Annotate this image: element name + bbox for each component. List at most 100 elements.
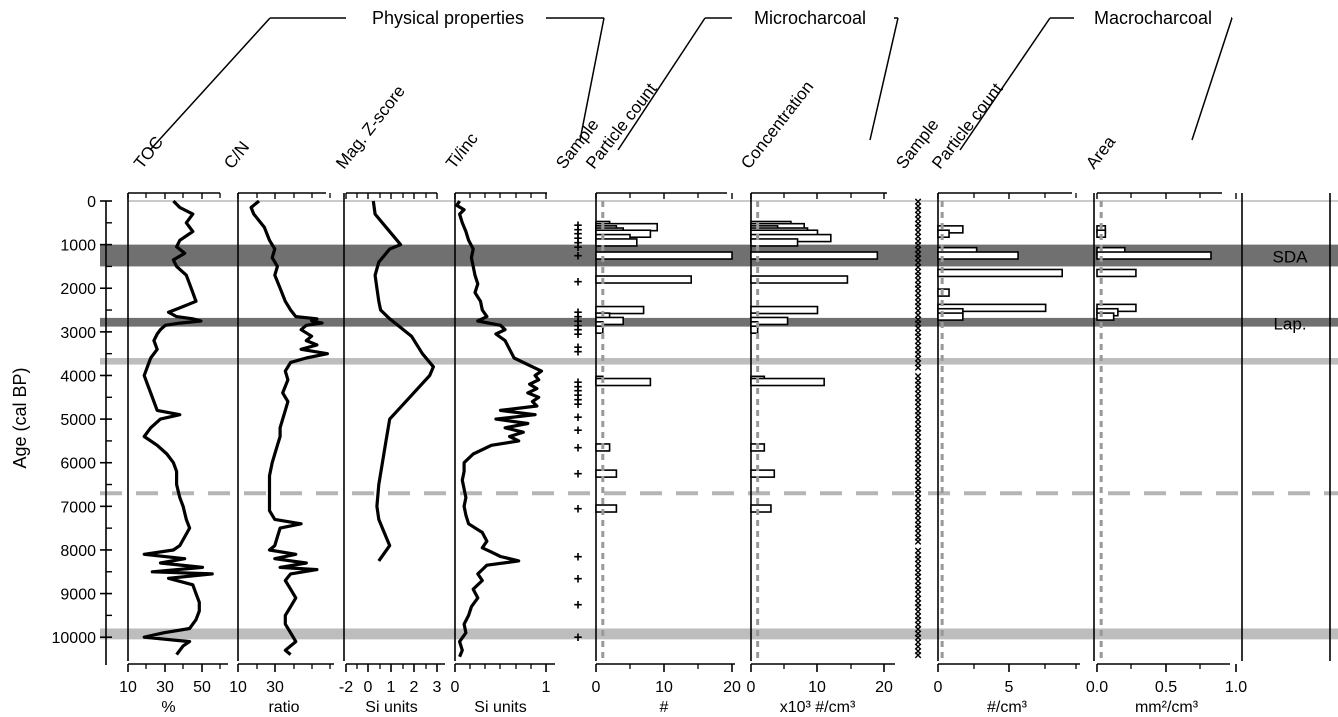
sample-marker: × (914, 587, 922, 602)
sample-marker: × (914, 543, 922, 558)
bar (937, 303, 1047, 313)
panel-cn: 10 30 ratio (229, 192, 334, 716)
bar (750, 238, 799, 247)
bar (595, 238, 638, 247)
x-tick-label: 0 (934, 679, 943, 696)
x-axis-unit: ratio (268, 699, 299, 716)
sample-marker: × (914, 325, 922, 340)
sample-marker: × (914, 534, 922, 549)
bar (595, 275, 692, 284)
x-tick-label: 50 (193, 679, 211, 696)
sample-marker: × (914, 320, 922, 335)
bar (750, 316, 789, 326)
x-axis-unit: % (161, 699, 175, 716)
sample-marker: × (914, 547, 922, 562)
sample-marker: × (914, 617, 922, 632)
y-tick-label: 8000 (60, 543, 96, 560)
panel-mic_sample: +++++++++++++++++++++++++++++++ (574, 217, 583, 646)
sample-marker: + (574, 217, 583, 234)
sample-marker: × (914, 451, 922, 466)
sample-marker: × (914, 560, 922, 575)
bar (595, 469, 618, 478)
bracket-line (869, 17, 899, 141)
bar (750, 325, 759, 334)
sample-marker: × (914, 360, 922, 375)
reference-lines (100, 200, 1338, 496)
sample-marker: × (914, 338, 922, 353)
sample-marker: × (914, 486, 922, 501)
sample-marker: + (574, 374, 583, 391)
sample-marker: + (574, 326, 583, 343)
x-tick-label: 2 (410, 679, 419, 696)
group-label: Physical properties (372, 8, 524, 28)
y-axis-label: Age (cal BP) (10, 367, 30, 468)
sample-marker: + (574, 422, 583, 439)
panel-mac_sample: ××××××××××××××××××××××××××××××××××××××××… (914, 194, 922, 663)
highlight-band (100, 628, 1338, 640)
sample-marker: × (914, 464, 922, 479)
bracket-line (959, 17, 1051, 151)
sample-marker: × (914, 456, 922, 471)
x-axis-unit: #/cm³ (987, 699, 1028, 716)
sample-marker: × (914, 390, 922, 405)
y-tick-label: 3000 (60, 325, 96, 342)
sample-marker: + (574, 343, 583, 360)
sample-marker: + (574, 501, 583, 518)
sample-marker: × (914, 412, 922, 427)
sample-marker: × (914, 294, 922, 309)
sample-marker: × (914, 259, 922, 274)
sample-marker: × (914, 521, 922, 536)
sample-marker: + (574, 234, 583, 251)
bar (595, 504, 618, 513)
sample-marker: + (574, 230, 583, 247)
sample-marker: + (574, 466, 583, 483)
bracket-line (617, 17, 706, 151)
sample-marker: × (914, 416, 922, 431)
panel-mic_conc: 0 10 20 x10³ #/cm³ (747, 192, 895, 716)
sample-marker: × (914, 591, 922, 606)
x-tick-label: 0 (747, 679, 756, 696)
x-tick-label: 10 (229, 679, 247, 696)
bar (750, 377, 825, 387)
sample-marker: × (914, 408, 922, 423)
group-header: Microcharcoal (617, 8, 899, 151)
bar (1096, 312, 1115, 321)
x-tick-label: 10 (655, 679, 673, 696)
x-tick-label: 0 (364, 679, 373, 696)
sample-marker: + (574, 391, 583, 408)
sample-marker: × (914, 517, 922, 532)
sample-marker: + (574, 274, 583, 291)
bar (750, 469, 776, 478)
y-tick-label: 9000 (60, 587, 96, 604)
sample-marker: × (914, 233, 922, 248)
sample-marker: × (914, 639, 922, 654)
sample-marker: × (914, 225, 922, 240)
panel-toc: 10 30 50% (119, 192, 228, 716)
sample-marker: × (914, 478, 922, 493)
bar (937, 268, 1063, 278)
sample-marker: × (914, 635, 922, 650)
sample-marker: + (574, 313, 583, 330)
sample-marker: × (914, 552, 922, 567)
sample-marker: × (914, 277, 922, 292)
sample-marker: × (914, 499, 922, 514)
y-tick-label: 1000 (60, 238, 96, 255)
sample-marker: × (914, 530, 922, 545)
sample-marker: + (574, 239, 583, 256)
bar (937, 312, 964, 321)
panel-mac_area: 0.0 0.5 1.0 mm²/cm³ (1086, 192, 1247, 716)
x-tick-label: 0.0 (1086, 679, 1108, 696)
sample-marker: × (914, 434, 922, 449)
y-tick-label: 4000 (60, 368, 96, 385)
bar (750, 275, 849, 284)
sample-marker: × (914, 399, 922, 414)
x-tick-label: -2 (339, 679, 353, 696)
x-tick-label: 10 (119, 679, 137, 696)
y-axis: 0 1000 2000 3000 4000 5000 6000 7000 8000 9000 100… (52, 194, 112, 665)
group-label: Microcharcoal (754, 8, 866, 28)
panel-label-mic_conc: Concentration (737, 77, 817, 172)
sample-marker: × (914, 255, 922, 270)
